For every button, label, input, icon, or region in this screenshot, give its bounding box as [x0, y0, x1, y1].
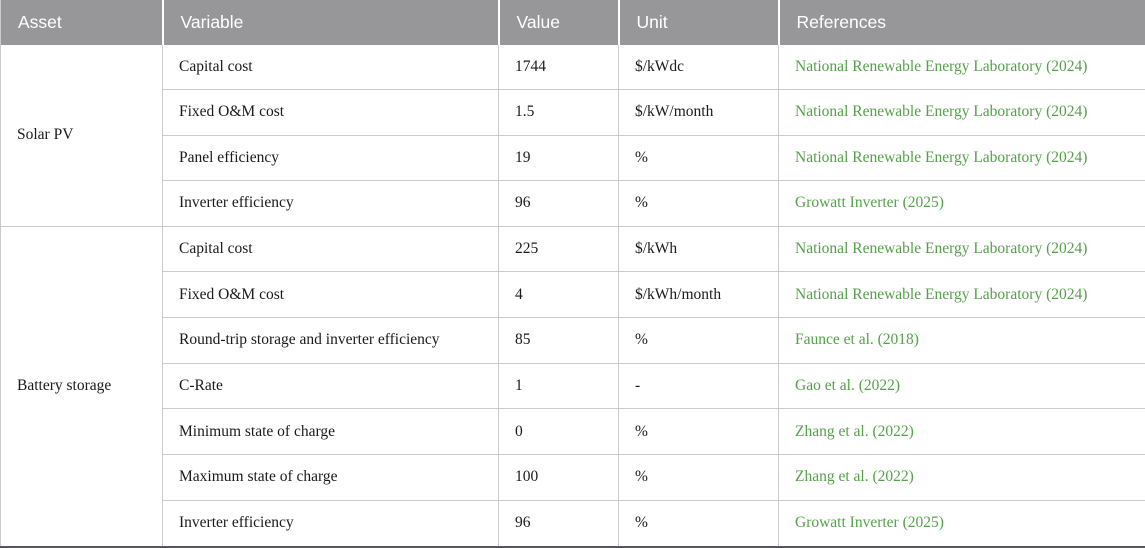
reference-cell: Zhang et al. (2022) — [778, 408, 1145, 455]
value-cell: 85 — [498, 317, 619, 364]
reference-link[interactable]: National Renewable Energy Laboratory (20… — [795, 240, 1088, 258]
variable-cell: Panel efficiency — [162, 134, 499, 182]
unit-cell: % — [618, 180, 779, 227]
table-row: Maximum state of charge 100 % Zhang et a… — [1, 453, 1145, 501]
reference-cell: National Renewable Energy Laboratory (20… — [778, 88, 1145, 136]
variable-cell: Fixed O&M cost — [162, 271, 499, 319]
variable-cell: Inverter efficiency — [162, 499, 499, 548]
unit-cell: $/kWh — [618, 225, 779, 273]
variable-cell: Minimum state of charge — [162, 408, 499, 455]
variable-cell: Capital cost — [162, 45, 499, 90]
reference-cell: Faunce et al. (2018) — [778, 317, 1145, 364]
reference-link[interactable]: National Renewable Energy Laboratory (20… — [795, 103, 1088, 121]
table-row: Fixed O&M cost 1.5 $/kW/month National R… — [1, 88, 1145, 136]
value-cell: 0 — [498, 408, 619, 455]
reference-link[interactable]: Zhang et al. (2022) — [795, 468, 914, 486]
value-cell: 4 — [498, 271, 619, 319]
unit-cell: % — [618, 134, 779, 182]
variable-cell: Inverter efficiency — [162, 180, 499, 227]
asset-cell-solar-pv: Solar PV — [0, 45, 163, 227]
reference-cell: National Renewable Energy Laboratory (20… — [778, 271, 1145, 319]
unit-cell: % — [618, 499, 779, 548]
asset-cell-battery-storage: Battery storage — [0, 225, 163, 548]
table-row: Inverter efficiency 96 % Growatt Inverte… — [1, 499, 1145, 548]
table-row: Round-trip storage and inverter efficien… — [1, 317, 1145, 364]
reference-link[interactable]: National Renewable Energy Laboratory (20… — [795, 148, 1088, 166]
variable-cell: Capital cost — [162, 225, 499, 273]
unit-cell: $/kWh/month — [618, 271, 779, 319]
reference-cell: National Renewable Energy Laboratory (20… — [778, 45, 1145, 90]
reference-link[interactable]: Gao et al. (2022) — [795, 376, 901, 394]
unit-cell: - — [618, 362, 779, 410]
column-header-unit: Unit — [618, 0, 780, 45]
reference-cell: Growatt Inverter (2025) — [778, 180, 1145, 227]
table-row: Battery storage Capital cost 225 $/kWh N… — [0, 225, 1145, 548]
reference-link[interactable]: Growatt Inverter (2025) — [795, 514, 944, 532]
unit-cell: % — [618, 408, 779, 455]
column-header-variable: Variable — [162, 0, 500, 45]
table-row: Panel efficiency 19 % National Renewable… — [1, 134, 1145, 182]
reference-cell: National Renewable Energy Laboratory (20… — [778, 225, 1145, 273]
reference-cell: Zhang et al. (2022) — [778, 453, 1145, 501]
value-cell: 19 — [498, 134, 619, 182]
value-cell: 1 — [498, 362, 619, 410]
unit-cell: $/kW/month — [618, 88, 779, 136]
reference-link[interactable]: Zhang et al. (2022) — [795, 422, 914, 440]
column-header-value: Value — [498, 0, 620, 45]
reference-link[interactable]: Growatt Inverter (2025) — [795, 194, 944, 212]
unit-cell: % — [618, 453, 779, 501]
column-header-asset: Asset — [0, 0, 164, 45]
column-header-references: References — [778, 0, 1145, 45]
reference-link[interactable]: National Renewable Energy Laboratory (20… — [795, 57, 1088, 75]
table-row: Minimum state of charge 0 % Zhang et al.… — [1, 408, 1145, 455]
reference-cell: National Renewable Energy Laboratory (20… — [778, 134, 1145, 182]
reference-cell: Growatt Inverter (2025) — [778, 499, 1145, 548]
reference-link[interactable]: National Renewable Energy Laboratory (20… — [795, 285, 1088, 303]
unit-cell: $/kWdc — [618, 45, 779, 90]
variable-cell: Round-trip storage and inverter efficien… — [162, 317, 499, 364]
value-cell: 96 — [498, 180, 619, 227]
variable-cell: Fixed O&M cost — [162, 88, 499, 136]
reference-link[interactable]: Faunce et al. (2018) — [795, 331, 919, 349]
value-cell: 96 — [498, 499, 619, 548]
value-cell: 100 — [498, 453, 619, 501]
table-header-row: Asset Variable Value Unit References — [0, 0, 1145, 45]
table-row: C-Rate 1 - Gao et al. (2022) — [1, 362, 1145, 410]
variable-cell: C-Rate — [162, 362, 499, 410]
unit-cell: % — [618, 317, 779, 364]
value-cell: 1.5 — [498, 88, 619, 136]
table-row: Fixed O&M cost 4 $/kWh/month National Re… — [1, 271, 1145, 319]
variable-cell: Maximum state of charge — [162, 453, 499, 501]
reference-cell: Gao et al. (2022) — [778, 362, 1145, 410]
value-cell: 1744 — [498, 45, 619, 90]
table-row: Inverter efficiency 96 % Growatt Inverte… — [1, 180, 1145, 227]
table-row: Solar PV Capital cost 1744 $/kWdc Nation… — [0, 45, 1145, 227]
value-cell: 225 — [498, 225, 619, 273]
